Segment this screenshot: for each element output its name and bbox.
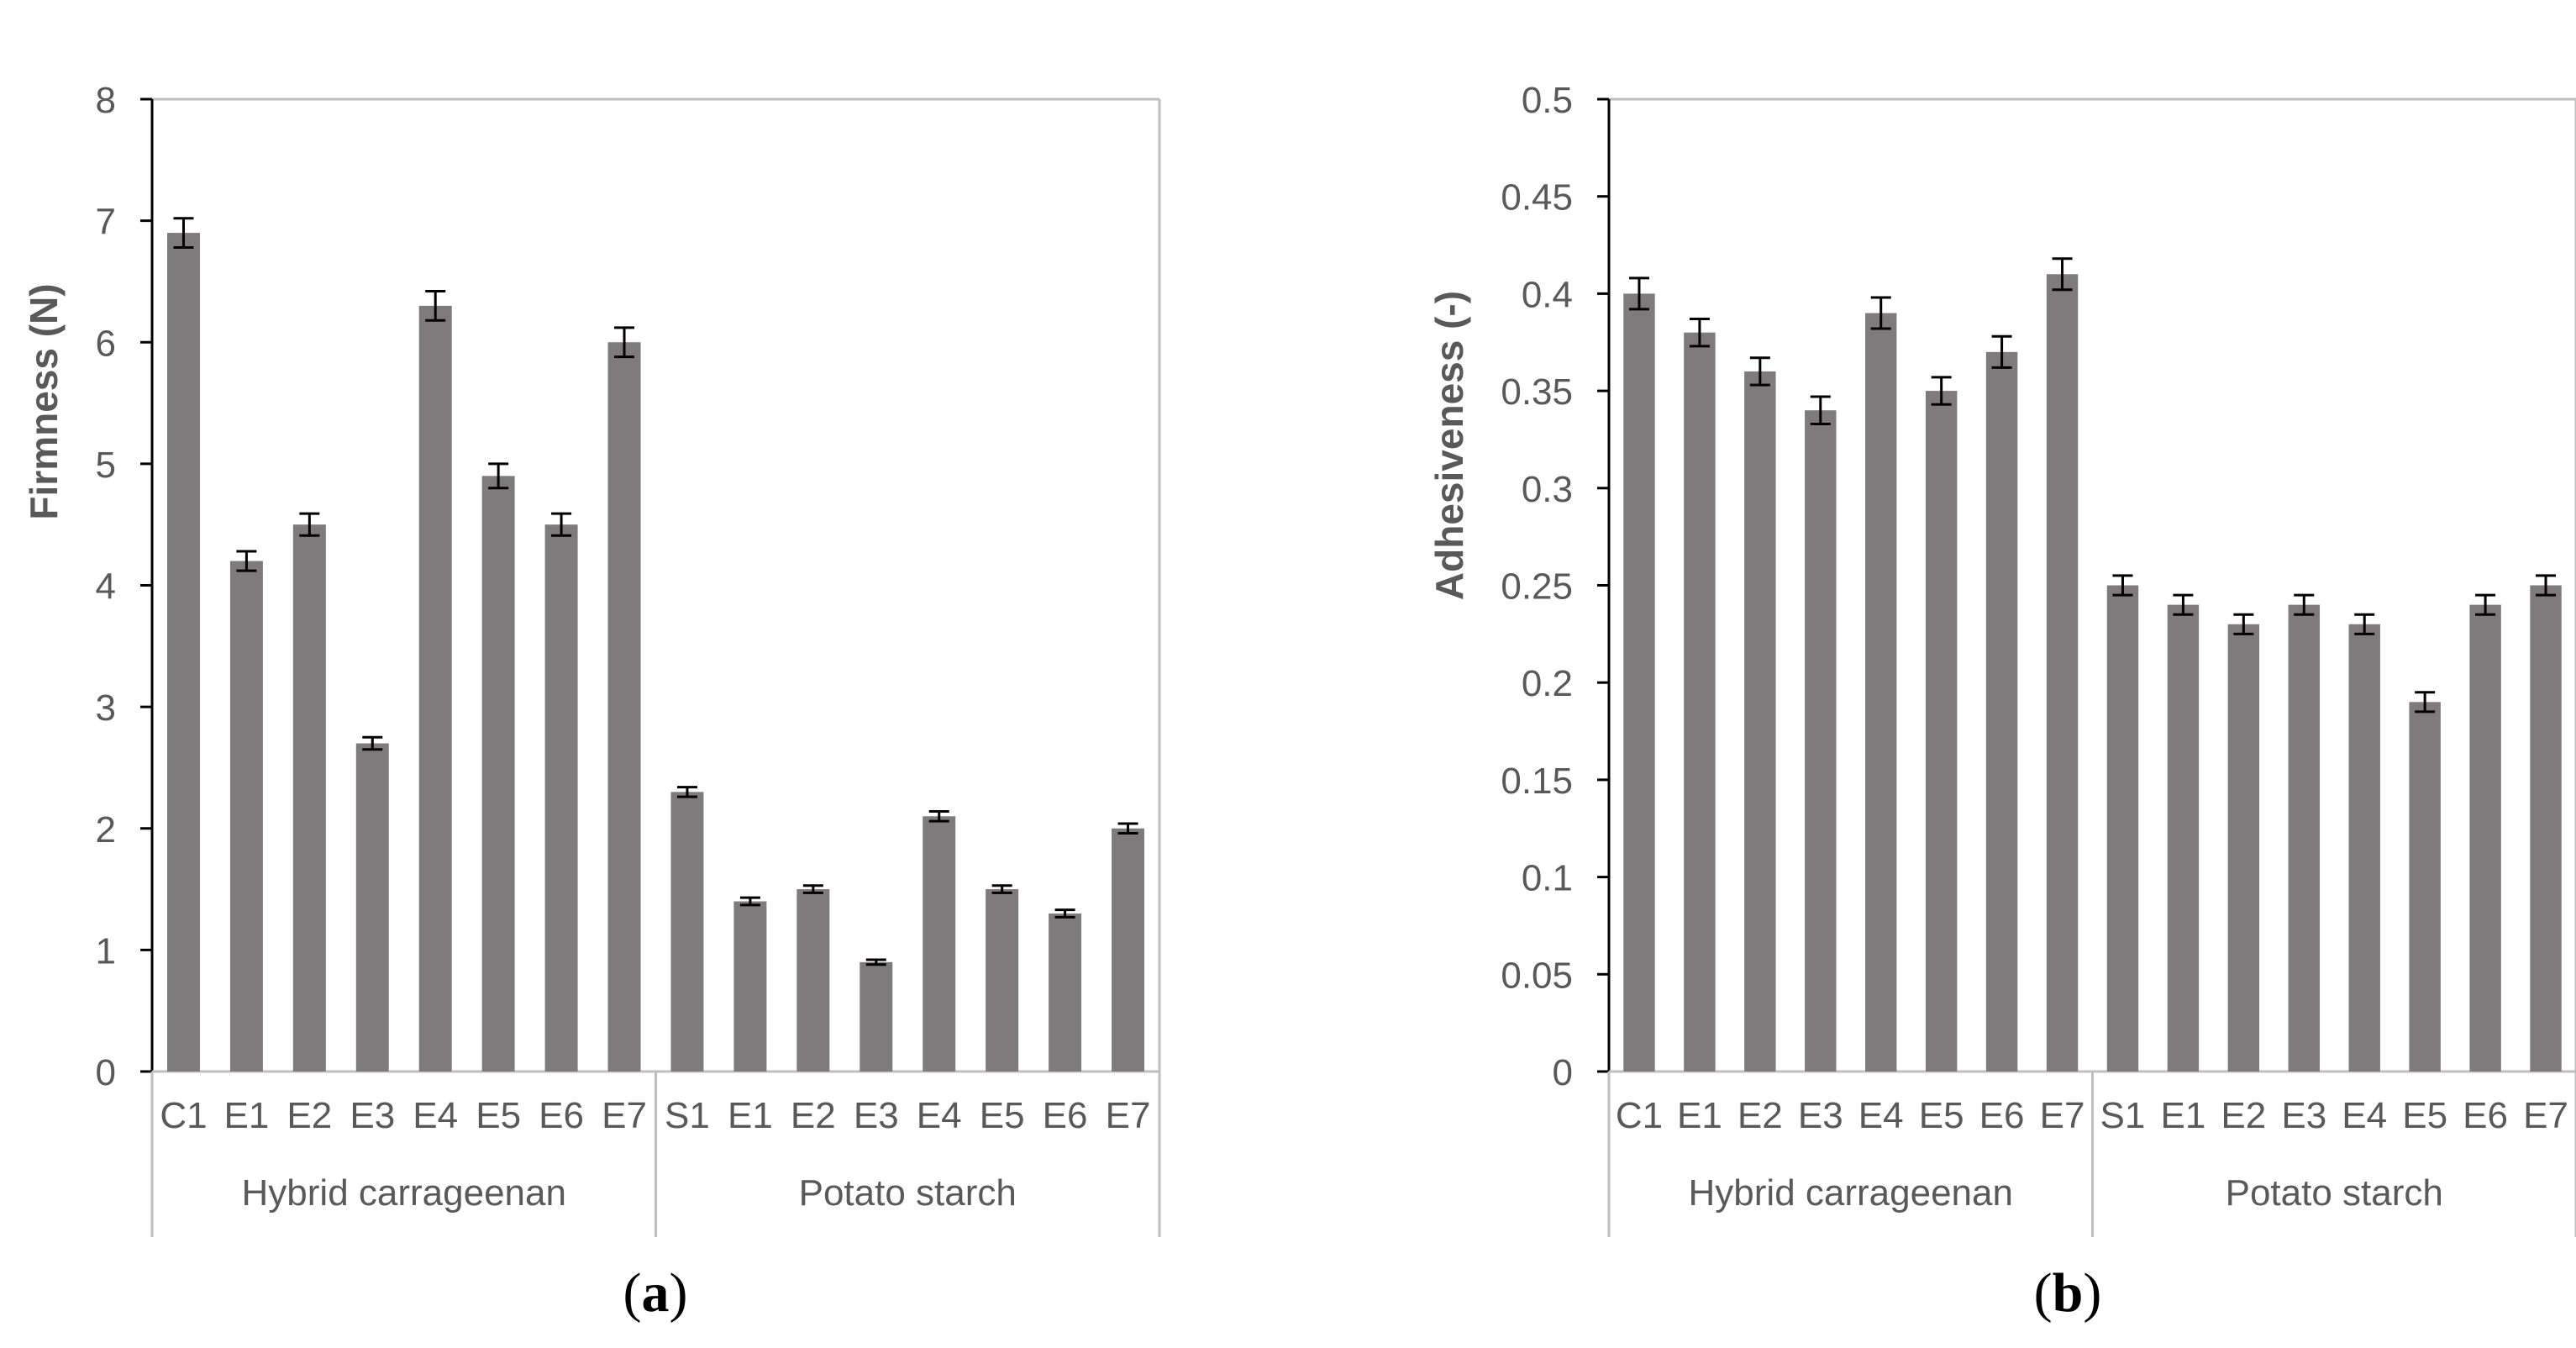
chart-b-bar bbox=[2227, 624, 2260, 1072]
chart-a-x-tick-label: E6 bbox=[1043, 1095, 1088, 1136]
chart-b-y-tick-label: 0.35 bbox=[1501, 371, 1573, 413]
chart-a-x-tick-label: E5 bbox=[476, 1095, 521, 1136]
chart-b-y-tick-label: 0.05 bbox=[1501, 955, 1573, 996]
chart-a-x-tick-label: E4 bbox=[413, 1095, 458, 1136]
chart-b-y-tick-label: 0.3 bbox=[1522, 469, 1573, 510]
chart-b-bar bbox=[1985, 351, 2018, 1072]
chart-b-x-tick-label: E1 bbox=[1677, 1095, 1722, 1136]
chart-a-x-tick-label: E7 bbox=[1106, 1095, 1151, 1136]
chart-b-bar bbox=[2288, 604, 2320, 1072]
chart-a-x-tick-label: E4 bbox=[917, 1095, 962, 1136]
chart-b-bar bbox=[1865, 313, 1897, 1072]
chart-a-group-label: Potato starch bbox=[799, 1172, 1017, 1214]
chart-b-y-tick-label: 0.25 bbox=[1501, 566, 1573, 608]
chart-b-x-tick-label: E4 bbox=[2342, 1095, 2387, 1136]
chart-a-bar bbox=[481, 476, 515, 1072]
chart-b-x-tick-label: E5 bbox=[1919, 1095, 1964, 1136]
chart-a-bar bbox=[670, 792, 704, 1072]
chart-b-y-tick-label: 0.4 bbox=[1522, 274, 1573, 315]
chart-b-bar bbox=[2530, 585, 2562, 1072]
chart-a-bar bbox=[229, 561, 263, 1072]
chart-b-bar bbox=[2167, 604, 2200, 1072]
chart-b-x-tick-label: E1 bbox=[2160, 1095, 2205, 1136]
chart-b-x-tick-label: E4 bbox=[1858, 1095, 1904, 1136]
chart-a-y-tick-label: 2 bbox=[96, 809, 116, 850]
chart-b-x-tick-label: E3 bbox=[1798, 1095, 1843, 1136]
chart-b-x-tick-label: E7 bbox=[2523, 1095, 2568, 1136]
chart-a-x-tick-label: E2 bbox=[287, 1095, 332, 1136]
chart-a-x-tick-label: S1 bbox=[665, 1095, 710, 1136]
chart-a-bar bbox=[923, 816, 956, 1072]
chart-a-x-tick-label: E1 bbox=[728, 1095, 773, 1136]
chart-a-panel-label: (a) bbox=[623, 1262, 688, 1324]
chart-a-y-tick-label: 6 bbox=[96, 323, 116, 364]
chart-b-bar bbox=[1925, 391, 1958, 1072]
chart-b-x-tick-label: E2 bbox=[1737, 1095, 1783, 1136]
chart-a-group-label: Hybrid carrageenan bbox=[242, 1172, 566, 1214]
chart-b-bar bbox=[2348, 624, 2380, 1072]
chart-b-bar bbox=[1623, 293, 1655, 1072]
chart-a-y-tick-label: 8 bbox=[96, 80, 116, 121]
chart-a-bar bbox=[355, 743, 389, 1072]
chart-a-x-tick-label: E5 bbox=[980, 1095, 1025, 1136]
chart-b-bar bbox=[2106, 585, 2139, 1072]
chart-b-bar bbox=[2046, 274, 2079, 1072]
chart-a-bar bbox=[796, 889, 830, 1072]
chart-b-x-tick-label: E3 bbox=[2281, 1095, 2326, 1136]
chart-a-y-tick-label: 7 bbox=[96, 202, 116, 243]
chart-a-y-axis-label: Firmness (N) bbox=[22, 283, 66, 519]
chart-b-y-tick-label: 0 bbox=[1553, 1052, 1573, 1093]
chart-a-y-tick-label: 4 bbox=[96, 566, 116, 608]
chart-a-x-tick-label: E3 bbox=[350, 1095, 395, 1136]
chart-b-x-tick-label: E6 bbox=[2463, 1095, 2508, 1136]
chart-b-x-tick-label: E7 bbox=[2040, 1095, 2085, 1136]
chart-b-y-tick-label: 0.45 bbox=[1501, 177, 1573, 219]
chart-a-y-tick-label: 0 bbox=[96, 1052, 116, 1093]
chart-b-x-tick-label: S1 bbox=[2100, 1095, 2146, 1136]
chart-b-y-axis-label: Adhesiveness (-) bbox=[1427, 291, 1471, 600]
chart-a-bar bbox=[544, 524, 578, 1072]
chart-b-group-label: Hybrid carrageenan bbox=[1689, 1172, 2013, 1214]
chart-a-bar bbox=[1112, 828, 1145, 1072]
chart-a-y-tick-label: 3 bbox=[96, 687, 116, 729]
chart-a-x-tick-label: E2 bbox=[791, 1095, 836, 1136]
chart-b-group-label: Potato starch bbox=[2226, 1172, 2443, 1214]
chart-a-y-tick-label: 1 bbox=[96, 930, 116, 972]
chart-a-bar bbox=[1049, 913, 1082, 1072]
chart-a-x-tick-label: E7 bbox=[602, 1095, 647, 1136]
chart-a-bar bbox=[860, 961, 893, 1072]
chart-b-x-tick-label: E5 bbox=[2402, 1095, 2447, 1136]
chart-a-x-tick-label: E6 bbox=[539, 1095, 584, 1136]
chart-a-y-tick-label: 5 bbox=[96, 445, 116, 486]
chart-b-bar bbox=[1684, 332, 1716, 1072]
chart-b-bar bbox=[2469, 604, 2501, 1072]
chart-a-bar bbox=[292, 524, 326, 1072]
chart-a-x-tick-label: E1 bbox=[223, 1095, 269, 1136]
chart-a-bar bbox=[418, 305, 452, 1072]
chart-b-bar bbox=[1744, 371, 1776, 1072]
chart-b-x-tick-label: E6 bbox=[1979, 1095, 2025, 1136]
chart-a-bar bbox=[733, 901, 767, 1072]
chart-a-bar bbox=[986, 889, 1019, 1072]
chart-b-x-tick-label: C1 bbox=[1616, 1095, 1663, 1136]
chart-b-y-tick-label: 0.2 bbox=[1522, 663, 1573, 704]
chart-b-x-tick-label: E2 bbox=[2221, 1095, 2266, 1136]
chart-b-y-tick-label: 0.1 bbox=[1522, 858, 1573, 899]
chart-b-bar bbox=[2409, 702, 2441, 1072]
chart-b-y-tick-label: 0.15 bbox=[1501, 761, 1573, 802]
chart-a-x-tick-label: C1 bbox=[160, 1095, 207, 1136]
chart-b-bar bbox=[1805, 410, 1837, 1072]
chart-a-bar bbox=[166, 233, 200, 1072]
chart-b-panel-label: (b) bbox=[2034, 1262, 2102, 1324]
chart-b-y-tick-label: 0.5 bbox=[1522, 80, 1573, 121]
chart-a-x-tick-label: E3 bbox=[854, 1095, 899, 1136]
chart-a-bar bbox=[607, 342, 641, 1072]
